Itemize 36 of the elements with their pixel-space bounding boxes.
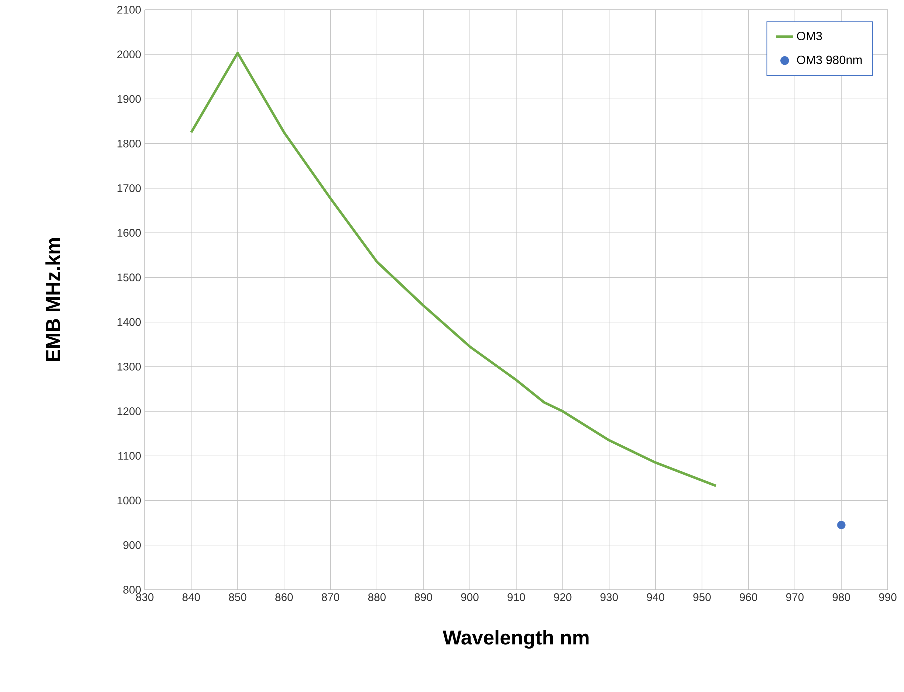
y-tick-label: 800 <box>124 586 142 594</box>
x-tick-label: 940 <box>647 594 665 602</box>
line-series <box>190 52 718 488</box>
y-axis-title: EMB MHz.km <box>46 238 60 362</box>
x-tick-label: 960 <box>740 594 758 602</box>
x-tick-label: 900 <box>461 594 479 602</box>
y-tick-label: 1300 <box>118 363 142 371</box>
y-tick-label: 1200 <box>118 408 142 416</box>
y-tick-label: 1500 <box>118 274 142 282</box>
y-tick-label: 1700 <box>118 184 142 192</box>
x-tick-label: 830 <box>136 594 154 602</box>
x-tick-label: 990 <box>879 594 897 602</box>
y-tick-label: 2000 <box>118 50 142 58</box>
x-tick-label: 970 <box>786 594 804 602</box>
x-tick-label: 860 <box>276 594 294 602</box>
x-tick-label: 910 <box>508 594 526 602</box>
x-tick-label: 980 <box>832 594 850 602</box>
x-axis-title: Wavelength nm <box>442 630 589 649</box>
y-tick-label: 900 <box>124 541 142 550</box>
x-tick-label: 880 <box>368 594 386 602</box>
y-tick-label: 2100 <box>118 6 142 14</box>
x-tick-label: 930 <box>600 594 618 602</box>
y-tick-label: 1600 <box>118 229 142 237</box>
x-tick-label: 870 <box>322 594 340 602</box>
x-tick-label: 840 <box>182 594 200 602</box>
y-tick-label: 1400 <box>118 318 142 326</box>
legend-label: OM3 980nm <box>797 56 862 64</box>
y-tick-label: 1100 <box>118 452 142 460</box>
y-tick-label: 1900 <box>118 95 142 104</box>
x-tick-label: 850 <box>229 594 247 602</box>
legend-label: OM3 <box>797 32 822 40</box>
x-tick-label: 920 <box>554 594 572 602</box>
y-tick-label: 1800 <box>118 140 142 148</box>
x-tick-label: 890 <box>414 594 432 602</box>
x-tick-label: 950 <box>694 594 711 602</box>
y-tick-label: 1000 <box>118 496 142 505</box>
